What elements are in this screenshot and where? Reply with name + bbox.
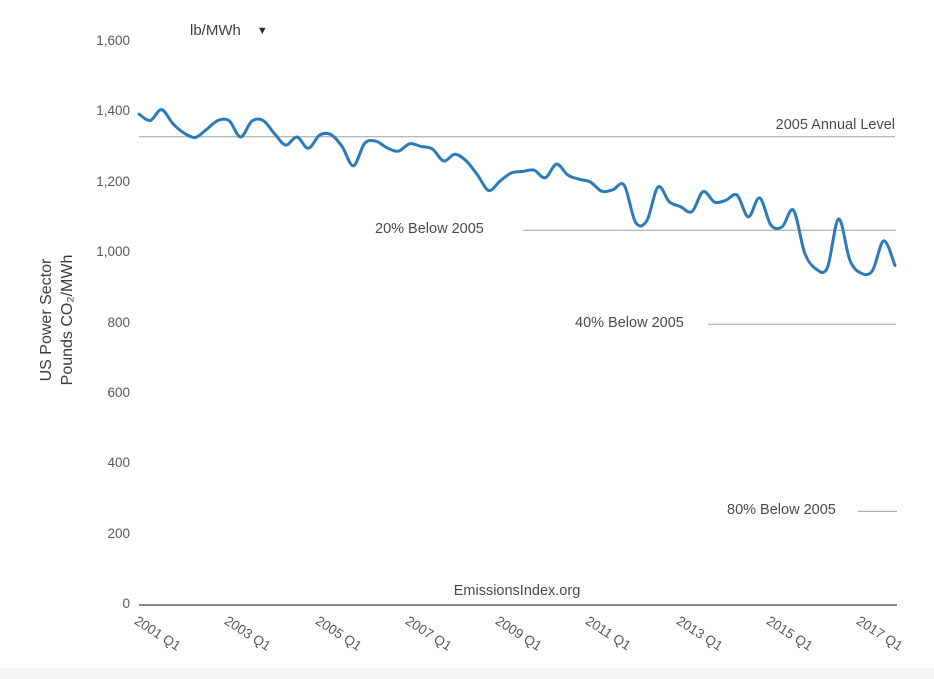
- unit-selector-dropdown[interactable]: lb/MWh ▼: [190, 22, 268, 39]
- y-tick-label: 200: [107, 525, 130, 541]
- y-tick-label: 400: [107, 455, 130, 471]
- y-tick-label: 1,200: [96, 173, 130, 189]
- y-tick-label: 0: [122, 596, 130, 611]
- reference-line-label: 80% Below 2005: [727, 502, 836, 519]
- y-tick-label: 1,000: [96, 244, 130, 260]
- y-tick-label: 600: [107, 384, 130, 400]
- y-tick-label: 1,400: [96, 103, 130, 119]
- unit-selector-label: lb/MWh: [190, 22, 241, 39]
- bottom-page-strip: [0, 668, 934, 679]
- y-tick-label: 800: [107, 314, 130, 330]
- y-axis-title-line1: US Power Sector: [38, 258, 55, 382]
- source-link[interactable]: EmissionsIndex.org: [453, 583, 581, 599]
- reference-lines-group: [139, 136, 897, 512]
- y-tick-label: 1,600: [96, 33, 130, 48]
- reference-line-label: 2005 Annual Level: [775, 116, 895, 133]
- dropdown-arrow-icon: ▼: [256, 24, 268, 37]
- emissions-line-series[interactable]: [137, 108, 897, 277]
- reference-line-label: 40% Below 2005: [575, 315, 684, 332]
- reference-line-label: 20% Below 2005: [375, 221, 484, 238]
